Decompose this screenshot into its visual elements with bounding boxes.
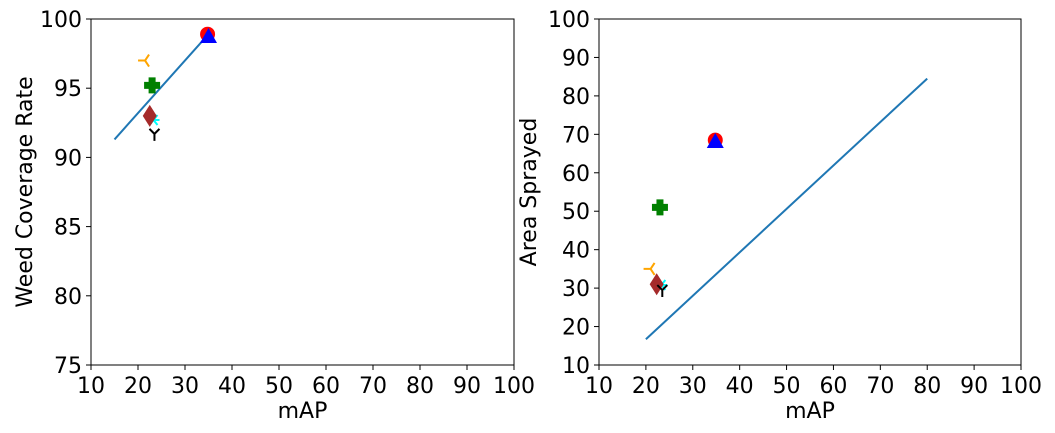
triangle-marker bbox=[200, 27, 217, 43]
x-tick-label: 100 bbox=[1000, 374, 1042, 399]
y-tick-label: 100 bbox=[40, 8, 82, 33]
x-tick-label: 30 bbox=[679, 374, 707, 399]
y-tick-label: 70 bbox=[562, 123, 590, 148]
diamond-marker bbox=[649, 273, 664, 296]
tri-up-marker bbox=[656, 284, 669, 298]
x-tick-label: 90 bbox=[960, 374, 988, 399]
chart-2: 10 20 30 40 50 60 70 80 90 100 10 20 30 40 50 60 70 80 90 1… bbox=[517, 8, 1042, 424]
y-tick-label: 90 bbox=[54, 146, 82, 171]
y-axis-label: Weed Coverage Rate bbox=[13, 76, 38, 307]
y-tick-label: 80 bbox=[54, 285, 82, 310]
x-tick-label: 70 bbox=[866, 374, 894, 399]
x-tick-label: 60 bbox=[312, 374, 340, 399]
tri-up-marker bbox=[148, 128, 161, 141]
y-tick-label: 20 bbox=[562, 316, 590, 341]
tri-left-marker bbox=[138, 53, 150, 68]
tri-left-marker bbox=[643, 262, 656, 276]
y-tick-label: 95 bbox=[54, 77, 82, 102]
trend-line bbox=[645, 77, 928, 340]
diamond-marker bbox=[142, 104, 157, 127]
x-tick-label: 40 bbox=[218, 374, 246, 399]
x-tick-label: 80 bbox=[406, 374, 434, 399]
trend-line bbox=[113, 33, 210, 141]
chart-1: 10 20 30 40 50 60 70 80 90 100 75 80 85 90 95 100 mAP Wee… bbox=[13, 8, 535, 424]
triangle-marker bbox=[706, 133, 724, 149]
x-tick-label: 40 bbox=[726, 374, 754, 399]
y-tick-label: 100 bbox=[548, 8, 590, 33]
y-tick-label: 60 bbox=[562, 162, 590, 187]
plot-frame bbox=[598, 18, 1022, 366]
y-tick-label: 90 bbox=[562, 46, 590, 71]
y-tick-label: 80 bbox=[562, 85, 590, 110]
x-tick-label: 30 bbox=[171, 374, 199, 399]
x-tick-label: 80 bbox=[913, 374, 941, 399]
x-tick-label: 20 bbox=[632, 374, 660, 399]
y-tick-label: 10 bbox=[562, 354, 590, 379]
x-tick-label: 10 bbox=[585, 374, 613, 399]
y-tick-label: 30 bbox=[562, 277, 590, 302]
x-axis-label: mAP bbox=[785, 399, 835, 424]
x-tick-label: 60 bbox=[819, 374, 847, 399]
plus-marker bbox=[651, 199, 668, 216]
x-tick-label: 90 bbox=[453, 374, 481, 399]
plot-frame bbox=[90, 18, 515, 366]
x-tick-label: 50 bbox=[265, 374, 293, 399]
x-tick-label: 10 bbox=[77, 374, 105, 399]
y-tick-label: 50 bbox=[562, 200, 590, 225]
plus-marker bbox=[144, 77, 161, 94]
x-tick-label: 20 bbox=[124, 374, 152, 399]
x-tick-label: 70 bbox=[359, 374, 387, 399]
x-axis-label: mAP bbox=[278, 399, 328, 424]
y-tick-label: 40 bbox=[562, 239, 590, 264]
x-tick-label: 100 bbox=[493, 374, 535, 399]
y-axis-label: Area Sprayed bbox=[517, 118, 542, 267]
y-tick-label: 75 bbox=[54, 354, 82, 379]
y-tick-label: 85 bbox=[54, 216, 82, 241]
x-tick-label: 50 bbox=[773, 374, 801, 399]
